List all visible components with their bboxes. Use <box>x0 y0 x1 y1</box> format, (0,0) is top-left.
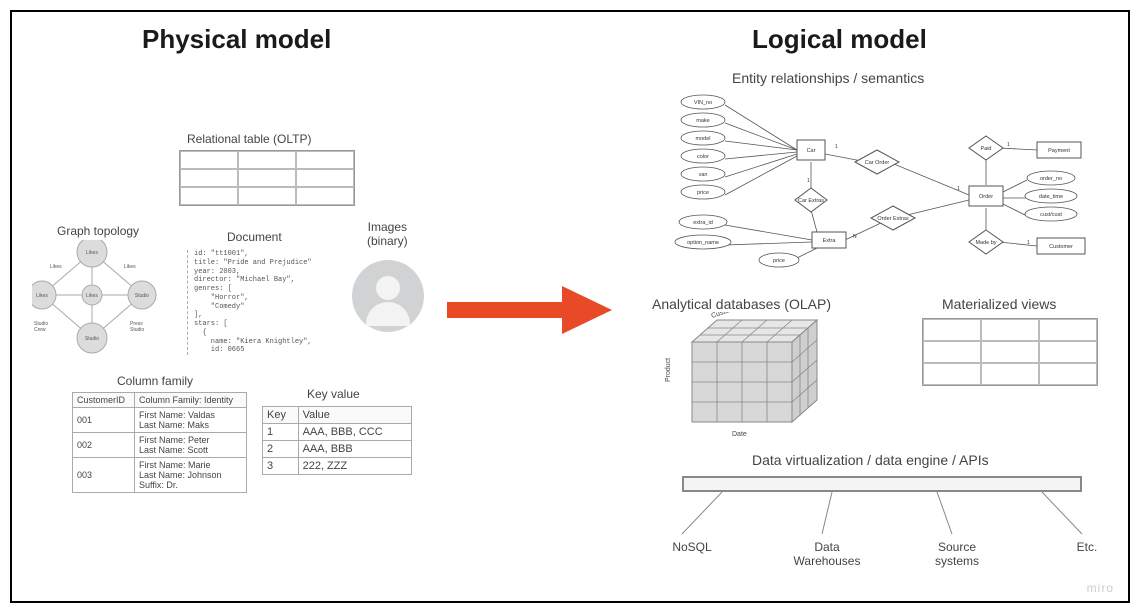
label-graph: Graph topology <box>57 224 139 238</box>
label-keyvalue: Key value <box>307 387 360 401</box>
arrow-icon <box>447 280 617 345</box>
key-value-table: Key Value 1AAA, BBB, CCC 2AAA, BBB 3222,… <box>262 406 412 475</box>
svg-text:Likes: Likes <box>86 250 98 256</box>
cf-c: First Name: Peter Last Name: Scott <box>134 433 246 458</box>
kv-h1: Value <box>298 407 411 424</box>
svg-text:Customer: Customer <box>710 312 742 320</box>
svg-text:Studio: Studio <box>135 293 149 299</box>
svg-text:Studio: Studio <box>85 336 99 342</box>
column-family-table: CustomerID Column Family: Identity 001Fi… <box>72 392 247 493</box>
diagram-frame: Physical model Logical model Relational … <box>10 10 1130 603</box>
kv-c: 2 <box>263 441 299 458</box>
svg-text:1: 1 <box>807 178 810 184</box>
svg-text:price: price <box>697 190 709 196</box>
svg-text:Car Order: Car Order <box>865 160 890 166</box>
label-colfam: Column family <box>117 374 193 388</box>
cf-c: First Name: Marie Last Name: Johnson Suf… <box>134 458 246 493</box>
svg-text:cust/cust: cust/cust <box>1040 212 1062 218</box>
label-images: Images (binary) <box>367 220 408 248</box>
svg-text:1: 1 <box>835 144 838 150</box>
svg-text:1: 1 <box>957 186 960 192</box>
svg-text:date_time: date_time <box>1039 194 1063 200</box>
svg-text:VIN_no: VIN_no <box>694 100 712 106</box>
svg-text:Likes: Likes <box>124 264 136 270</box>
svg-text:Likes: Likes <box>36 293 48 299</box>
svg-text:Date: Date <box>732 431 747 438</box>
svg-text:Made by: Made by <box>975 240 996 246</box>
cf-c: 002 <box>73 433 135 458</box>
svg-text:Extra: Extra <box>823 238 837 244</box>
mv-grid <box>922 318 1098 386</box>
document-code: id: "tt1001", title: "Pride and Prejudic… <box>187 250 312 355</box>
svg-text:Crew: Crew <box>34 327 46 333</box>
svg-text:Paid: Paid <box>980 146 991 152</box>
svg-text:model: model <box>696 136 711 142</box>
svg-text:price: price <box>773 258 785 264</box>
svg-text:Customer: Customer <box>1049 244 1073 250</box>
svg-text:van: van <box>699 172 708 178</box>
svg-text:color: color <box>697 154 709 160</box>
cf-c: 003 <box>73 458 135 493</box>
kv-c: 222, ZZZ <box>298 458 411 475</box>
svg-text:Car: Car <box>807 148 816 154</box>
label-relational: Relational table (OLTP) <box>187 132 312 146</box>
dv-fanout <box>662 492 1102 552</box>
kv-c: 3 <box>263 458 299 475</box>
svg-text:Order Extras: Order Extras <box>877 216 908 222</box>
svg-text:Likes: Likes <box>86 293 98 299</box>
label-mv: Materialized views <box>942 296 1056 312</box>
cf-h1: Column Family: Identity <box>134 393 246 408</box>
label-er: Entity relationships / semantics <box>732 70 924 86</box>
dv-bar <box>682 476 1082 492</box>
svg-text:make: make <box>696 118 709 124</box>
svg-text:1: 1 <box>1007 142 1010 148</box>
kv-c: AAA, BBB <box>298 441 411 458</box>
label-document: Document <box>227 230 282 244</box>
relational-grid <box>179 150 355 206</box>
er-diagram: Car Extra Order Payment Customer Car Order… <box>667 90 1097 270</box>
svg-text:option_name: option_name <box>687 240 719 246</box>
cf-c: First Name: Valdas Last Name: Maks <box>134 408 246 433</box>
svg-text:Likes: Likes <box>50 264 62 270</box>
dv-sink-0: NoSQL <box>662 540 722 554</box>
svg-text:N: N <box>853 234 857 240</box>
svg-text:Car Extras: Car Extras <box>798 198 824 204</box>
watermark: miro <box>1087 581 1114 595</box>
title-logical: Logical model <box>752 24 927 55</box>
avatar-placeholder <box>352 260 424 332</box>
svg-text:order_no: order_no <box>1040 176 1062 182</box>
svg-text:Order: Order <box>979 194 993 200</box>
kv-c: 1 <box>263 424 299 441</box>
dv-sink-1: Data Warehouses <box>782 540 872 568</box>
olap-cube: Customer Product Date <box>662 312 822 447</box>
svg-text:Studio: Studio <box>130 327 144 333</box>
label-olap: Analytical databases (OLAP) <box>652 296 831 312</box>
dv-sink-2: Source systems <box>917 540 997 568</box>
cf-h0: CustomerID <box>73 393 135 408</box>
kv-h0: Key <box>263 407 299 424</box>
svg-text:Product: Product <box>665 358 672 382</box>
cf-c: 001 <box>73 408 135 433</box>
graph-topology: Likes Likes Studio Studio Likes Likes Likes… <box>32 240 172 360</box>
kv-c: AAA, BBB, CCC <box>298 424 411 441</box>
svg-text:extra_id: extra_id <box>693 220 713 226</box>
svg-text:1: 1 <box>1027 240 1030 246</box>
svg-text:Payment: Payment <box>1048 148 1070 154</box>
title-physical: Physical model <box>142 24 331 55</box>
label-dv: Data virtualization / data engine / APIs <box>752 452 989 468</box>
dv-sink-3: Etc. <box>1067 540 1107 554</box>
